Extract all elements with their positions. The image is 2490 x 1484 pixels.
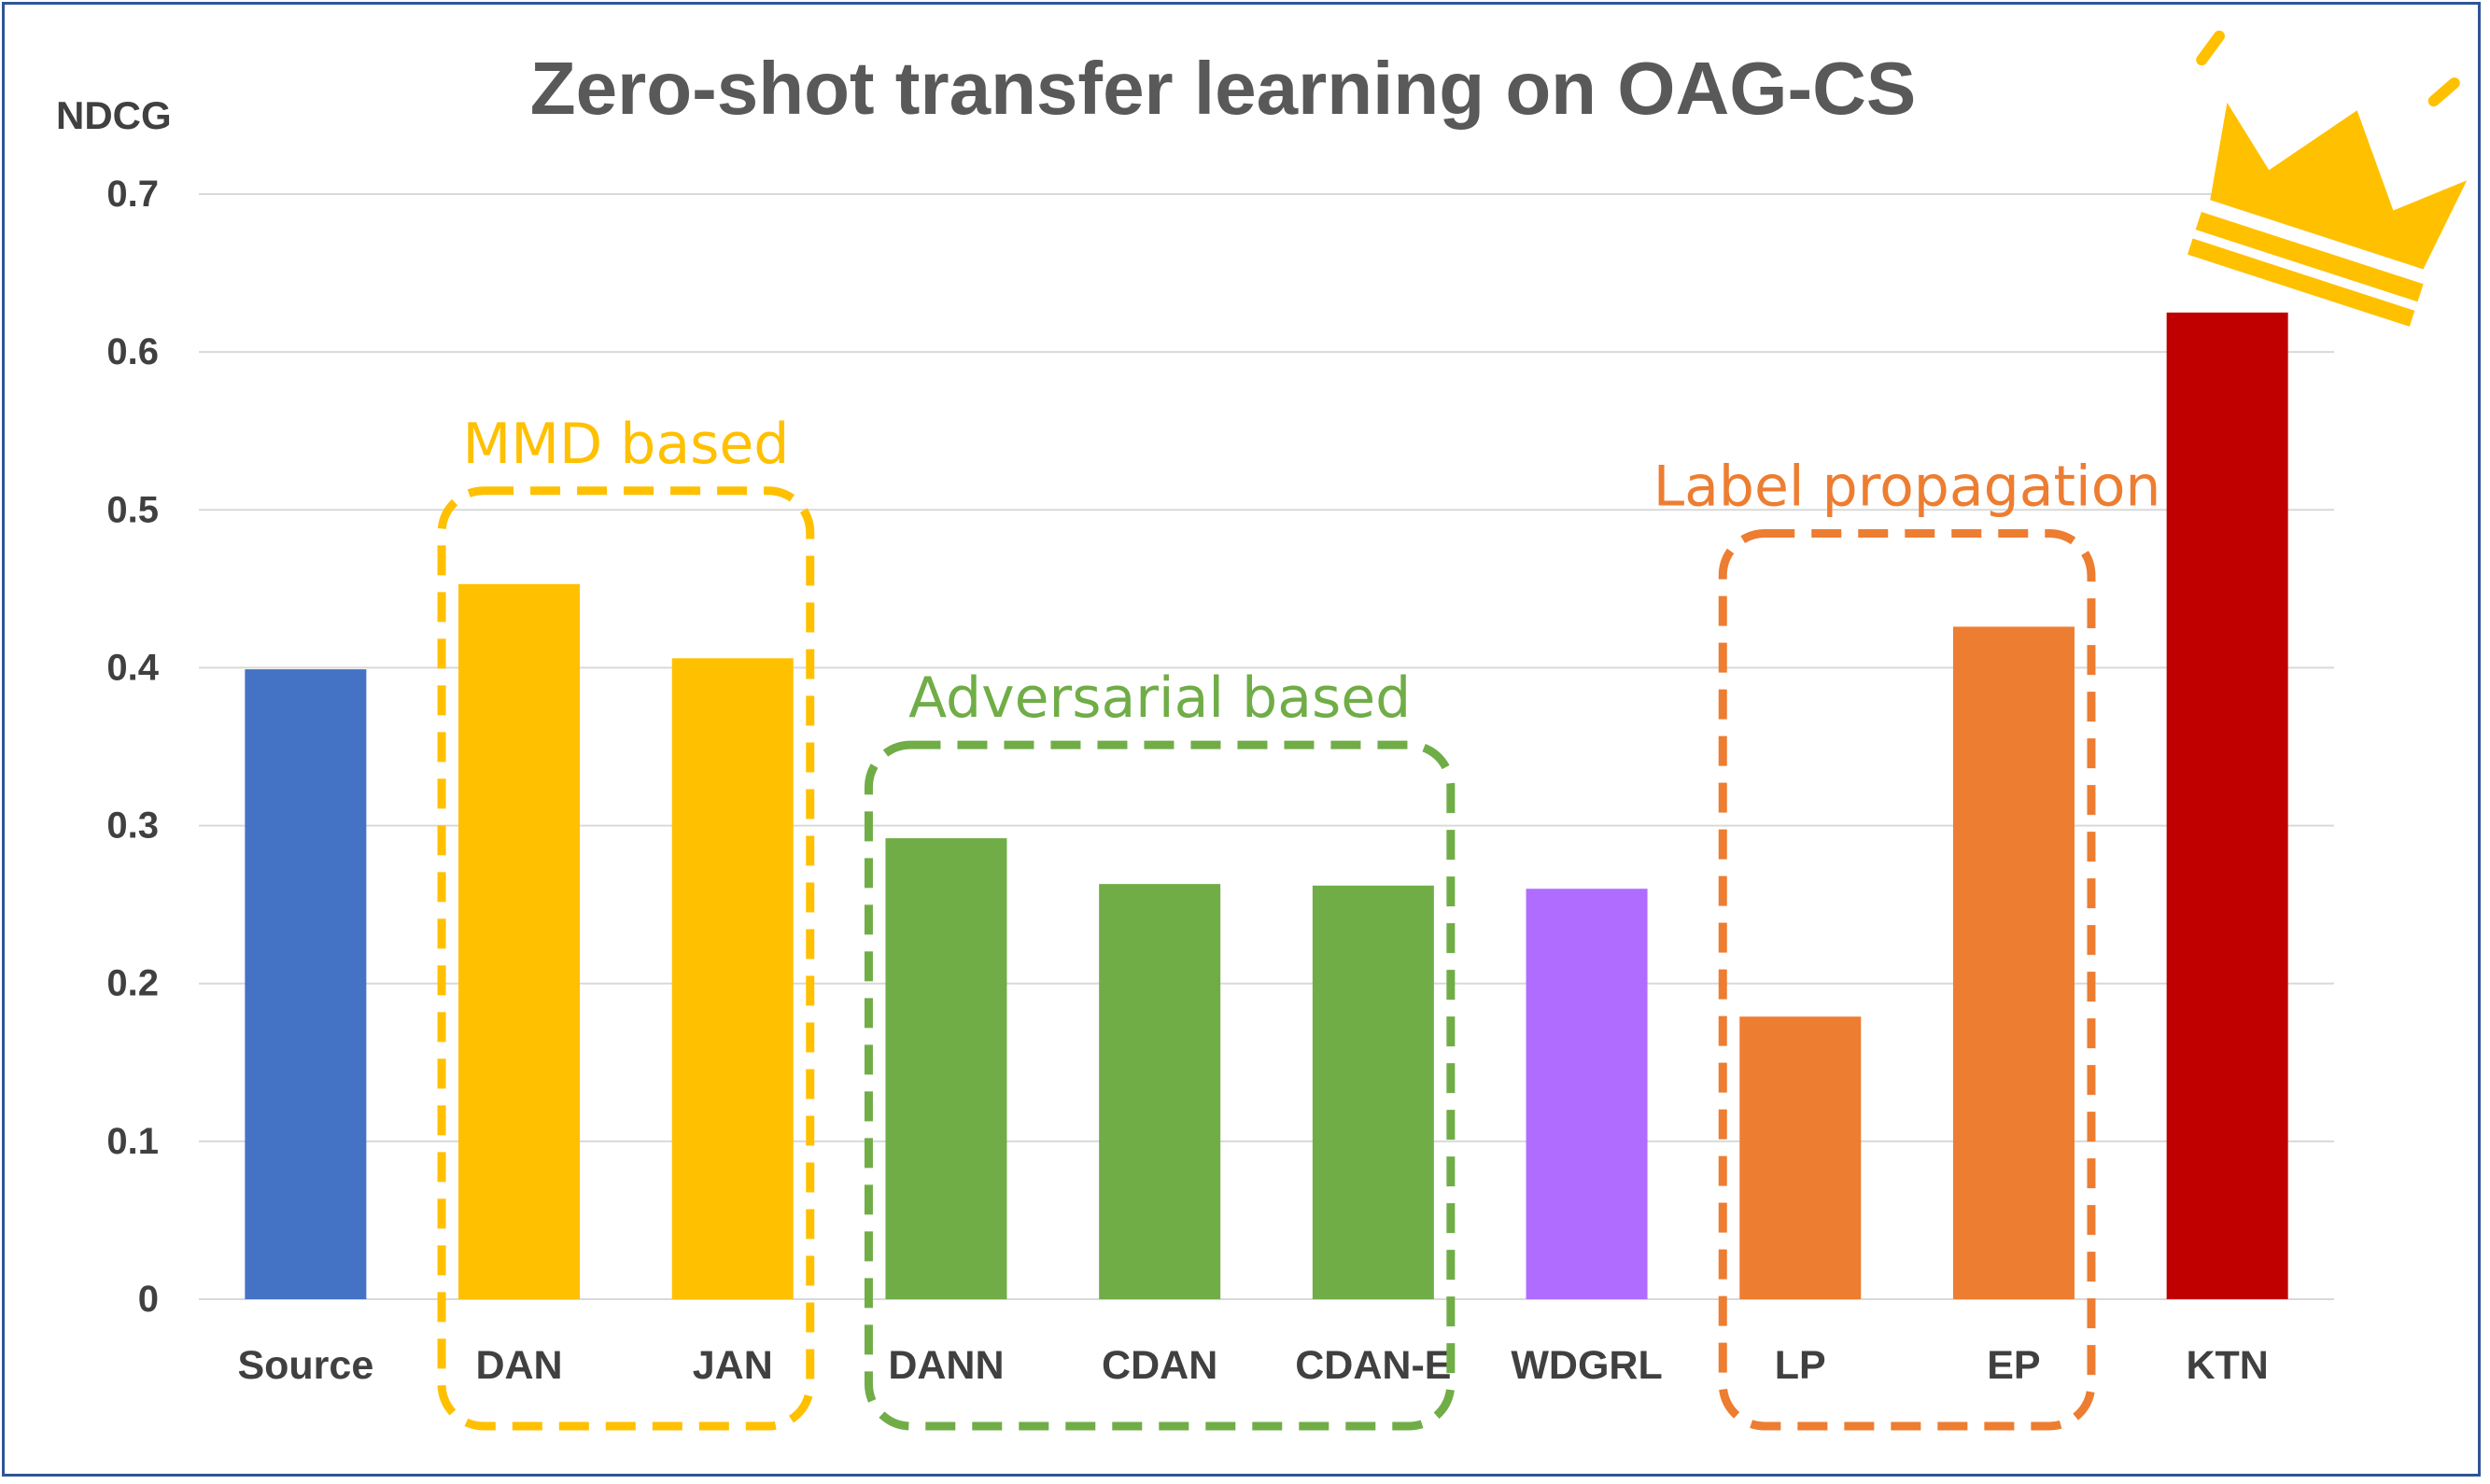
bar-source bbox=[245, 669, 367, 1299]
x-tick-label: CDAN-E bbox=[1295, 1343, 1451, 1388]
bar-jan bbox=[671, 658, 794, 1299]
bar-ep bbox=[1952, 626, 2075, 1299]
y-tick-label: 0.2 bbox=[106, 963, 159, 1004]
x-tick-label: EP bbox=[1987, 1343, 2040, 1388]
crown-band bbox=[2195, 212, 2424, 302]
x-tick-label: DAN bbox=[475, 1343, 562, 1388]
bar-cdan-e bbox=[1312, 885, 1434, 1299]
tick-labels: 0 0.1 0.2 0.3 0.4 0.5 0.6 0.7 Source DAN JAN DANN CD… bbox=[106, 174, 2268, 1388]
y-tick-label: 0 bbox=[138, 1279, 159, 1320]
crown-sparkle bbox=[2196, 30, 2225, 66]
x-tick-label: WDGRL bbox=[1511, 1343, 1662, 1388]
x-tick-label: LP bbox=[1775, 1343, 1826, 1388]
x-tick-label: KTN bbox=[2186, 1343, 2268, 1388]
bar-cdan bbox=[1099, 884, 1221, 1299]
bar-ktn bbox=[2166, 312, 2288, 1299]
y-tick-label: 0.5 bbox=[106, 489, 159, 530]
bar-dann bbox=[885, 838, 1007, 1299]
x-tick-label: Source bbox=[237, 1343, 373, 1388]
bar-dan bbox=[458, 583, 581, 1299]
bar-chart: Zero-shot transfer learning on OAG-CS ND… bbox=[56, 30, 2468, 1431]
group-label: MMD based bbox=[462, 412, 789, 477]
group-annotations: MMD based Adversarial based Label propagat… bbox=[437, 412, 2161, 1431]
y-tick-label: 0.4 bbox=[106, 647, 159, 688]
bars bbox=[245, 312, 2288, 1299]
chart-title: Zero-shot transfer learning on OAG-CS bbox=[530, 47, 1917, 130]
bar-lp bbox=[1739, 1016, 1862, 1299]
group-box bbox=[437, 486, 815, 1431]
x-tick-label: JAN bbox=[693, 1343, 773, 1388]
bar-wdgrl bbox=[1526, 889, 1648, 1299]
x-tick-label: CDAN bbox=[1102, 1343, 1217, 1388]
group-box bbox=[864, 740, 1456, 1431]
crown-band bbox=[2188, 238, 2415, 327]
crown-body bbox=[2210, 102, 2468, 270]
crown-sparkle bbox=[2427, 77, 2460, 107]
y-tick-label: 0.1 bbox=[106, 1121, 159, 1162]
group-label: Label propagation bbox=[1653, 454, 2161, 519]
y-axis-label: NDCG bbox=[56, 93, 172, 137]
group-box bbox=[1718, 528, 2096, 1431]
y-tick-label: 0.6 bbox=[106, 331, 159, 372]
x-tick-label: DANN bbox=[888, 1343, 1004, 1388]
group-label: Adversarial based bbox=[908, 665, 1411, 731]
crown-icon bbox=[2188, 30, 2468, 327]
y-tick-label: 0.7 bbox=[106, 174, 159, 215]
y-tick-label: 0.3 bbox=[106, 805, 159, 847]
